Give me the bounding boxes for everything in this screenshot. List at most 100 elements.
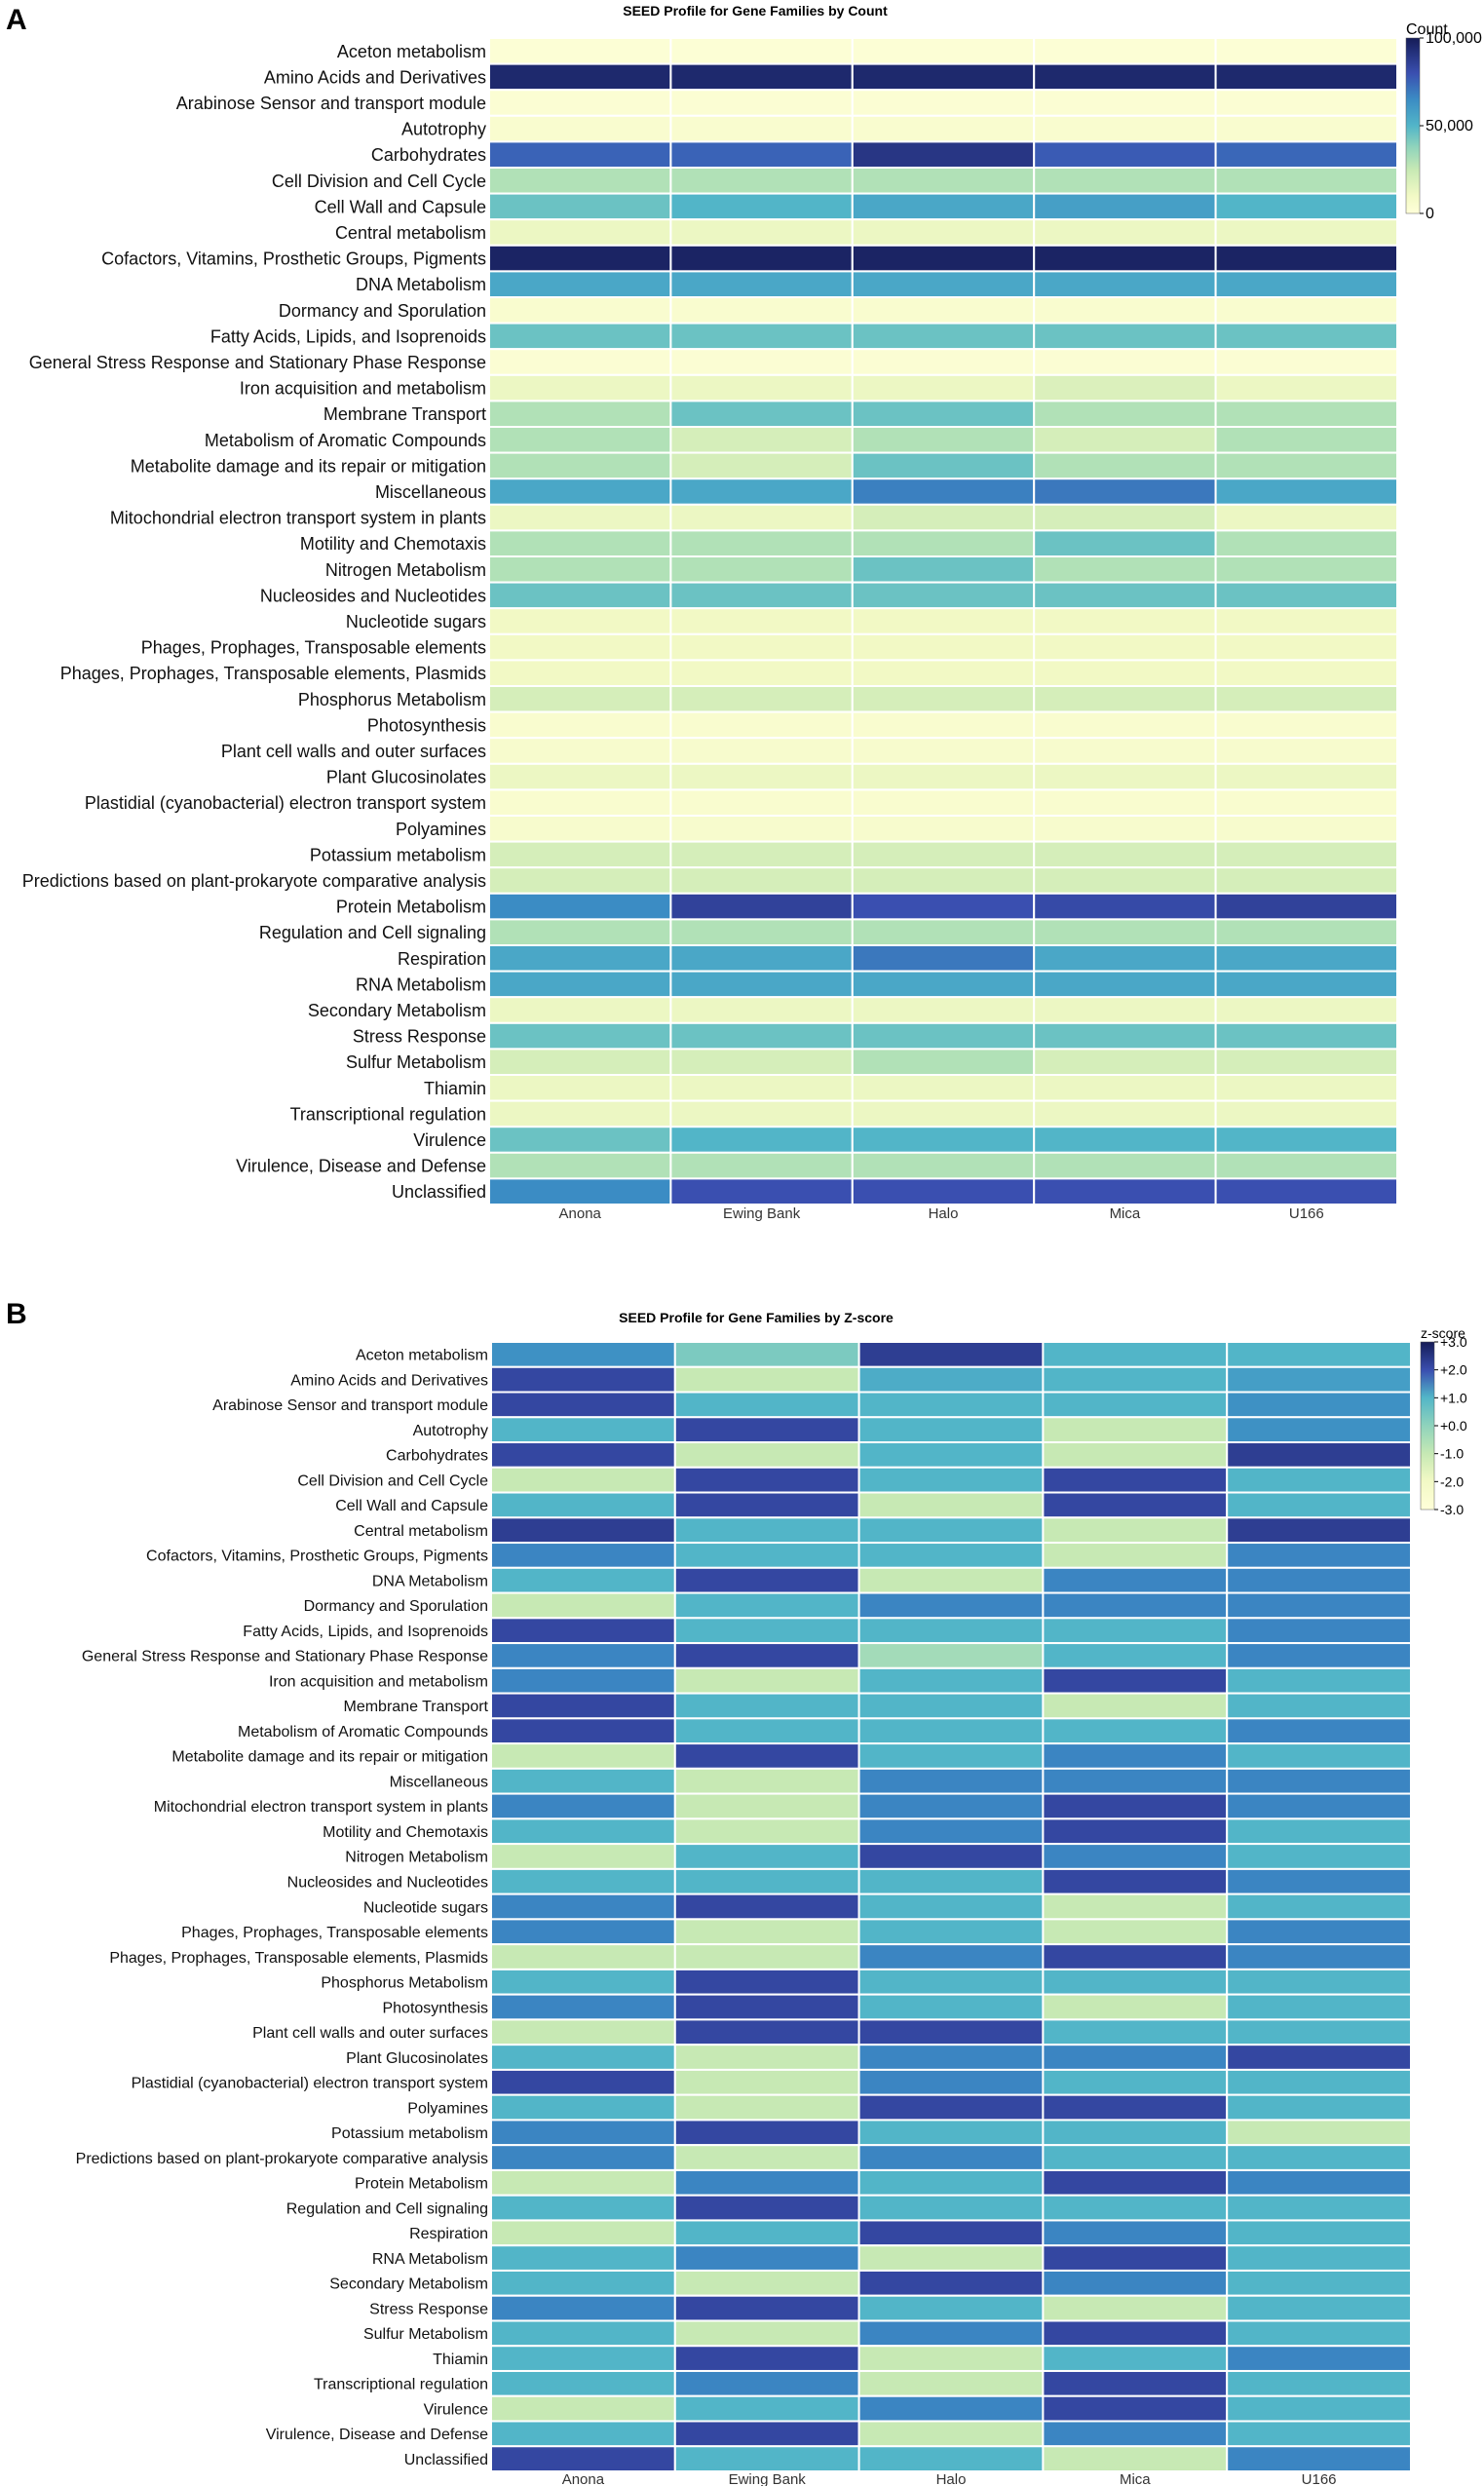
- heatmap-cell-b: [1042, 1767, 1229, 1795]
- heatmap-cell-b: [1042, 2244, 1229, 2272]
- row-label-b: Cofactors, Vitamins, Prosthetic Groups, …: [146, 1549, 488, 1565]
- heatmap-cell-b: [1042, 1466, 1229, 1494]
- heatmap-cell-b: [673, 1918, 860, 1946]
- heatmap-cell-a: [851, 762, 1036, 791]
- heatmap-cell-b: [673, 1591, 860, 1620]
- panel-a: A SEED Profile for Gene Families by Coun…: [6, 3, 1482, 1222]
- panel-b: B SEED Profile for Gene Families by Z-sc…: [6, 1298, 1467, 2486]
- heatmap-cell-a: [1033, 426, 1217, 454]
- heatmap-cell-a: [488, 1151, 672, 1180]
- heatmap-cell-b: [1226, 1642, 1412, 1669]
- heatmap-cell-a: [851, 270, 1036, 298]
- panel-a-label: A: [6, 4, 27, 36]
- heatmap-cell-b: [1042, 1893, 1229, 1921]
- heatmap-cell-b: [857, 2420, 1045, 2448]
- heatmap-cell-b: [490, 2269, 676, 2297]
- heatmap-cell-a: [1033, 1074, 1217, 1102]
- heatmap-cell-a: [669, 37, 854, 65]
- heatmap-cell-b: [1226, 2044, 1412, 2071]
- heatmap-cell-a: [488, 478, 672, 506]
- row-label-b: Cell Division and Cell Cycle: [297, 1472, 488, 1489]
- heatmap-cell-a: [1214, 270, 1398, 298]
- heatmap-cell-a: [669, 892, 854, 921]
- heatmap-cell-a: [1033, 840, 1217, 869]
- heatmap-cell-a: [1033, 529, 1217, 558]
- heatmap-cell-b: [857, 1391, 1045, 1419]
- heatmap-cell-a: [488, 996, 672, 1024]
- row-label-b: Nucleotide sugars: [363, 1899, 488, 1916]
- heatmap-cell-b: [857, 1365, 1045, 1394]
- heatmap-cell-a: [669, 218, 854, 247]
- heatmap-cell-a: [851, 451, 1036, 480]
- heatmap-cell-b: [490, 2319, 676, 2348]
- colorbar-tick-label-b: +2.0: [1440, 1362, 1467, 1378]
- heatmap-cell-b: [1042, 2194, 1229, 2222]
- heatmap-cell-a: [488, 1099, 672, 1128]
- heatmap-cell-b: [857, 2445, 1045, 2472]
- column-label-b: Ewing Bank: [729, 2471, 807, 2486]
- heatmap-cell-b: [857, 1566, 1045, 1594]
- row-label-a: Plant cell walls and outer surfaces: [221, 742, 486, 761]
- heatmap-cell-b: [1226, 1516, 1412, 1545]
- heatmap-cell-a: [1033, 37, 1217, 65]
- colorbar-tick-label-b: -1.0: [1440, 1446, 1464, 1462]
- heatmap-cell-b: [857, 2044, 1045, 2071]
- heatmap-cell-b: [490, 1617, 676, 1645]
- heatmap-cell-b: [490, 1843, 676, 1870]
- column-label-a: U166: [1289, 1205, 1324, 1222]
- heatmap-cell-b: [673, 1993, 860, 2021]
- heatmap-cell-b: [1042, 1867, 1229, 1895]
- heatmap-cell-a: [669, 918, 854, 947]
- heatmap-cell-b: [490, 2018, 676, 2046]
- heatmap-cell-a: [1033, 788, 1217, 818]
- heatmap-cell-b: [1226, 1767, 1412, 1795]
- row-label-a: Aceton metabolism: [337, 42, 486, 61]
- heatmap-cell-b: [490, 2345, 676, 2372]
- heatmap-cell-a: [669, 140, 854, 169]
- heatmap-cell-b: [857, 1441, 1045, 1469]
- row-label-b: Stress Response: [369, 2301, 488, 2317]
- heatmap-cell-a: [669, 1021, 854, 1051]
- heatmap-cell-b: [1042, 1566, 1229, 1594]
- heatmap-cell-b: [490, 1341, 676, 1368]
- heatmap-cell-a: [1214, 710, 1398, 740]
- heatmap-cell-b: [490, 1792, 676, 1820]
- row-label-b: Carbohydrates: [386, 1448, 488, 1465]
- row-label-a: Nucleosides and Nucleotides: [260, 586, 486, 605]
- heatmap-cell-a: [488, 140, 672, 169]
- heatmap-cell-a: [669, 62, 854, 92]
- heatmap-cell-a: [1033, 710, 1217, 740]
- row-label-a: Predictions based on plant-prokaryote co…: [22, 871, 486, 891]
- heatmap-cell-b: [1042, 1491, 1229, 1519]
- heatmap-cell-a: [851, 659, 1036, 688]
- heatmap-cell-b: [1226, 1792, 1412, 1820]
- heatmap-cell-b: [1226, 1968, 1412, 1996]
- heatmap-cell-b: [857, 2319, 1045, 2348]
- heatmap-cell-a: [669, 970, 854, 999]
- heatmap-cell-b: [490, 1491, 676, 1519]
- column-label-a: Halo: [929, 1205, 959, 1222]
- heatmap-cell-b: [1226, 1566, 1412, 1594]
- heatmap-cell-b: [857, 1867, 1045, 1895]
- heatmap-cell-a: [488, 737, 672, 765]
- heatmap-cell-b: [1226, 2420, 1412, 2448]
- heatmap-cell-b: [1226, 1491, 1412, 1519]
- heatmap-cell-a: [851, 348, 1036, 376]
- heatmap-cell-b: [673, 1466, 860, 1494]
- heatmap-cell-a: [1033, 478, 1217, 506]
- heatmap-cell-a: [1214, 840, 1398, 869]
- row-label-b: Dormancy and Sporulation: [304, 1598, 488, 1615]
- row-label-a: Protein Metabolism: [336, 898, 486, 917]
- heatmap-cell-b: [490, 1666, 676, 1695]
- heatmap-cell-b: [857, 2345, 1045, 2372]
- heatmap-cell-a: [488, 62, 672, 92]
- heatmap-cell-a: [851, 918, 1036, 947]
- heatmap-cell-a: [851, 607, 1036, 635]
- heatmap-cell-a: [488, 529, 672, 558]
- row-label-b: Iron acquisition and metabolism: [269, 1673, 488, 1690]
- heatmap-cell-a: [488, 244, 672, 273]
- heatmap-cell-a: [1214, 1048, 1398, 1077]
- panel-b-title: SEED Profile for Gene Families by Z-scor…: [619, 1310, 894, 1325]
- heatmap-cell-a: [1033, 581, 1217, 610]
- row-label-b: Phages, Prophages, Transposable elements: [181, 1925, 488, 1941]
